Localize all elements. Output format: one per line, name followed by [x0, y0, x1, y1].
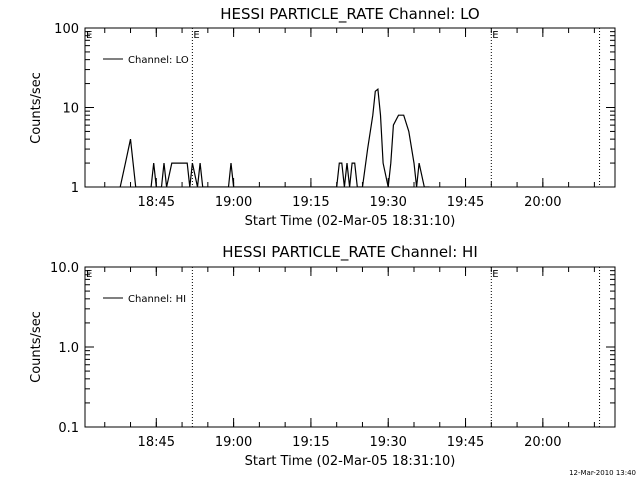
x-tick-label: 20:00: [524, 435, 561, 450]
event-marker-label: E: [193, 30, 199, 41]
legend-label-lo: Channel: LO: [128, 55, 189, 66]
event-marker-label: E: [492, 30, 498, 41]
x-tick-label: 18:45: [138, 195, 175, 210]
legend-hi: Channel: HI: [103, 294, 186, 305]
y-axis-label-hi: Counts/sec: [29, 311, 44, 383]
chart-title-lo: HESSI PARTICLE_RATE Channel: LO: [220, 5, 479, 24]
x-axis-label-hi: Start Time (02-Mar-05 18:31:10): [245, 454, 456, 469]
y-axis-label-lo: Counts/sec: [29, 72, 44, 144]
plot-frame: [84, 266, 616, 428]
x-axis-label-lo: Start Time (02-Mar-05 18:31:10): [245, 214, 456, 229]
panel-lo: HESSI PARTICLE_RATE Channel: LO Counts/s…: [29, 5, 616, 229]
event-marker-label: E: [86, 269, 92, 280]
x-tick-label: 19:00: [215, 195, 252, 210]
chart-title-hi: HESSI PARTICLE_RATE Channel: HI: [222, 243, 478, 262]
y-tick-label: 10.0: [50, 261, 79, 276]
x-tick-label: 19:30: [369, 435, 406, 450]
x-tick-label: 18:45: [138, 435, 175, 450]
event-marker-label: E: [86, 30, 92, 41]
x-tick-label: 19:15: [292, 435, 329, 450]
y-tick-label: 1: [71, 181, 79, 196]
panel-hi: HESSI PARTICLE_RATE Channel: HI Counts/s…: [29, 243, 616, 469]
x-tick-label: 19:00: [215, 435, 252, 450]
x-tick-label: 20:00: [524, 195, 561, 210]
y-tick-label: 0.1: [58, 421, 79, 436]
x-tick-label: 19:30: [369, 195, 406, 210]
y-tick-label: 10: [62, 102, 79, 117]
x-tick-label: 19:45: [447, 435, 484, 450]
timestamp: 12-Mar-2010 13:40: [569, 469, 636, 477]
legend-label-hi: Channel: HI: [128, 294, 186, 305]
y-tick-label: 100: [54, 22, 79, 37]
series-line: [119, 88, 430, 187]
y-tick-label: 1.0: [58, 341, 79, 356]
x-tick-label: 19:15: [292, 195, 329, 210]
x-tick-label: 19:45: [447, 195, 484, 210]
legend-lo: Channel: LO: [103, 55, 189, 66]
event-marker-label: E: [492, 269, 498, 280]
